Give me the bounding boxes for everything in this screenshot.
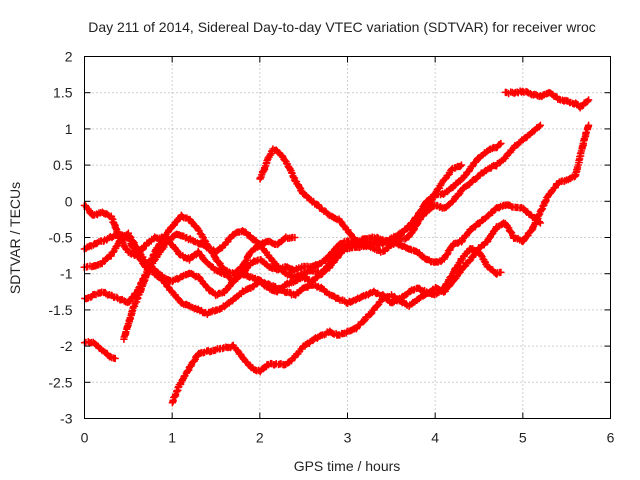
y-tick-label: -1 xyxy=(60,266,73,282)
x-tick-label: 4 xyxy=(431,430,439,446)
y-tick-label: -2.5 xyxy=(48,374,72,390)
x-tick-label: 0 xyxy=(81,430,89,446)
x-tick-label: 1 xyxy=(168,430,176,446)
y-tick-label: -1.5 xyxy=(48,302,72,318)
y-axis-label: SDTVAR / TECUs xyxy=(7,182,23,294)
y-tick-label: -2 xyxy=(60,338,73,354)
series-track-9 xyxy=(501,87,593,112)
data-series xyxy=(80,87,593,407)
series-track-1 xyxy=(168,121,593,407)
y-tick-label: 2 xyxy=(65,49,73,65)
x-tick-label: 6 xyxy=(607,430,615,446)
y-tick-label: -0.5 xyxy=(48,230,72,246)
series-markers xyxy=(256,139,505,256)
series-track-2 xyxy=(80,337,119,363)
chart-title: Day 211 of 2014, Sidereal Day-to-day VTE… xyxy=(88,19,596,35)
axis-ticks: 0 1 2 3 4 5 6 2 1.5 1 0.5 0 -0.5 -1 -1.5 -2 -2.5 -3 xyxy=(48,49,614,446)
series-markers xyxy=(501,87,593,112)
x-tick-label: 2 xyxy=(256,430,264,446)
y-tick-label: 1 xyxy=(65,121,73,137)
x-axis-label: GPS time / hours xyxy=(294,458,401,474)
y-tick-label: 1.5 xyxy=(53,85,73,101)
y-tick-label: 0.5 xyxy=(53,157,73,173)
series-track-8 xyxy=(256,139,505,256)
y-tick-label: -3 xyxy=(60,411,73,427)
series-markers xyxy=(168,121,593,407)
series-markers xyxy=(80,337,119,363)
x-tick-label: 5 xyxy=(519,430,527,446)
x-tick-label: 3 xyxy=(344,430,352,446)
y-tick-label: 0 xyxy=(65,193,73,209)
